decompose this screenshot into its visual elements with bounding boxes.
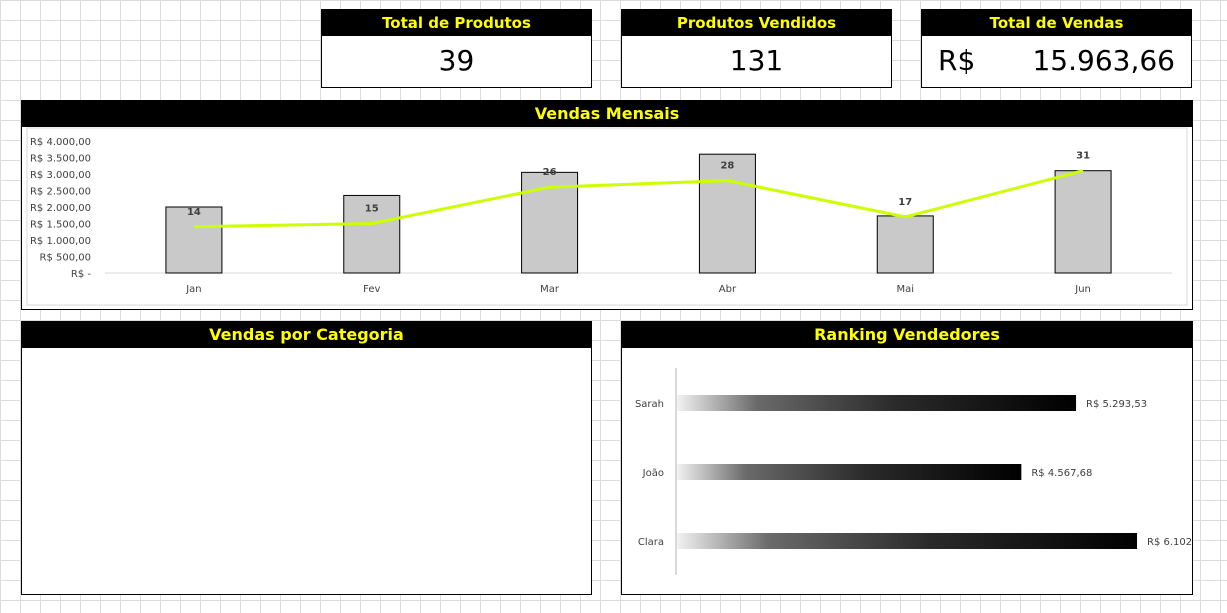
- ranking-chart: Sarah R$ 5.293,53 João R$ 4.567,68 Clara R$ 6…: [635, 368, 1192, 575]
- y-tick-label: R$ 4.000,00: [30, 137, 91, 148]
- ranking-bar: [677, 533, 1138, 549]
- kpi-card-total-produtos: Total de Produtos 39: [321, 9, 592, 88]
- x-tick-label: Mar: [540, 284, 560, 295]
- sales-count-line: [193, 169, 1084, 229]
- y-tick-label: R$ 3.500,00: [30, 154, 91, 165]
- x-tick-label: Jun: [1074, 284, 1091, 295]
- kpi-value: 15.963,66: [1032, 44, 1175, 77]
- y-tick-label: R$ 2.500,00: [30, 187, 91, 198]
- category-sales-title: Vendas por Categoria: [22, 322, 591, 348]
- seller-name: Clara: [638, 537, 664, 548]
- seller-name: João: [642, 468, 664, 479]
- seller-name: Sarah: [635, 399, 664, 410]
- data-label: 14: [187, 207, 201, 218]
- kpi-title: Total de Produtos: [322, 10, 591, 36]
- kpi-value: 39: [438, 44, 475, 77]
- x-tick-label: Jan: [185, 284, 201, 295]
- data-label: 31: [1076, 151, 1090, 162]
- bar-fev: [343, 194, 401, 274]
- data-label: 26: [543, 167, 557, 178]
- bar-jan: [165, 206, 223, 274]
- data-label: 17: [898, 197, 912, 208]
- x-tick-label: Abr: [719, 284, 737, 295]
- bar-mar: [521, 171, 579, 274]
- ranking-bar: [677, 464, 1022, 480]
- ranking-title: Ranking Vendedores: [622, 322, 1192, 348]
- kpi-value: 131: [729, 44, 784, 77]
- monthly-sales-title: Vendas Mensais: [22, 101, 1192, 127]
- y-tick-label: R$ 1.500,00: [30, 220, 91, 231]
- y-tick-label: R$ 500,00: [40, 253, 91, 264]
- ranking-value-label: R$ 6.102,45: [1147, 537, 1192, 548]
- data-label: 15: [365, 204, 379, 215]
- ranking-value-label: R$ 5.293,53: [1086, 399, 1147, 410]
- x-tick-label: Fev: [363, 284, 380, 295]
- ranking-bar: [677, 395, 1077, 411]
- bar-abr: [698, 153, 756, 274]
- y-tick-label: R$ 1.000,00: [30, 236, 91, 247]
- kpi-title: Total de Vendas: [922, 10, 1191, 36]
- chart-plot-border: [26, 127, 1188, 306]
- monthly-sales-chart: R$ - R$ 500,00 R$ 1.000,00 R$ 1.500,00 R$ 2.…: [26, 127, 1188, 306]
- kpi-currency: R$: [938, 44, 976, 77]
- kpi-title: Produtos Vendidos: [622, 10, 891, 36]
- monthly-sales-panel: Vendas Mensais R$ - R$ 500,00 R$ 1.000,00 R…: [21, 100, 1193, 310]
- ranking-panel: Ranking Vendedores Sarah R$ 5.293,53 João R…: [621, 321, 1193, 595]
- data-label: 28: [720, 161, 734, 172]
- kpi-card-produtos-vendidos: Produtos Vendidos 131: [621, 9, 892, 88]
- x-tick-label: Mai: [896, 284, 914, 295]
- y-tick-label: R$ 2.000,00: [30, 203, 91, 214]
- ranking-value-label: R$ 4.567,68: [1031, 468, 1092, 479]
- y-tick-label: R$ -: [71, 269, 91, 280]
- kpi-card-total-vendas: Total de Vendas R$ 15.963,66: [921, 9, 1192, 88]
- bar-jun: [1054, 170, 1112, 274]
- bar-mai: [876, 215, 934, 274]
- y-tick-label: R$ 3.000,00: [30, 170, 91, 181]
- category-sales-panel: Vendas por Categoria: [21, 321, 592, 595]
